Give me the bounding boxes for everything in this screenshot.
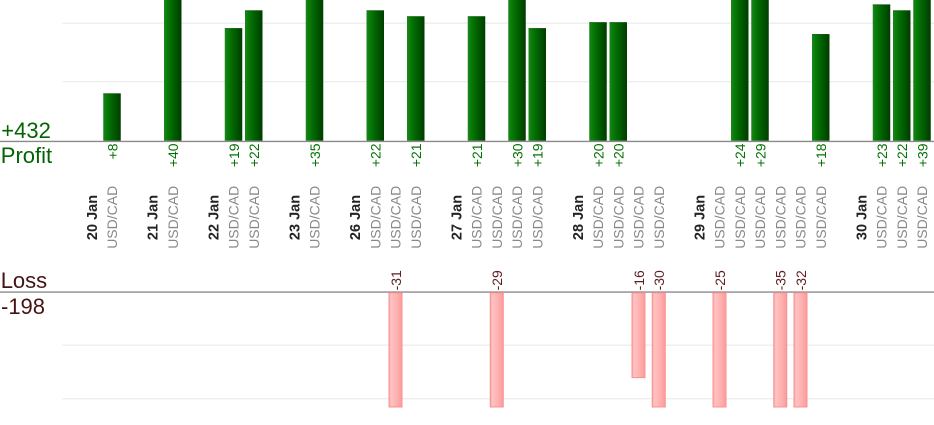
svg-text:30 Jan: 30 Jan bbox=[854, 195, 870, 240]
svg-text:USD/CAD: USD/CAD bbox=[712, 186, 728, 249]
svg-text:USD/CAD: USD/CAD bbox=[469, 186, 485, 249]
svg-text:Loss: Loss bbox=[1, 268, 47, 293]
svg-text:USD/CAD: USD/CAD bbox=[894, 186, 910, 249]
svg-text:+21: +21 bbox=[469, 143, 485, 167]
svg-text:23 Jan: 23 Jan bbox=[287, 195, 303, 240]
svg-text:USD/CAD: USD/CAD bbox=[874, 186, 890, 249]
svg-text:-29: -29 bbox=[489, 270, 505, 290]
svg-text:USD/CAD: USD/CAD bbox=[610, 186, 626, 249]
svg-text:-35: -35 bbox=[773, 270, 789, 290]
svg-text:+35: +35 bbox=[307, 143, 323, 167]
svg-text:USD/CAD: USD/CAD bbox=[104, 186, 120, 249]
svg-text:+22: +22 bbox=[246, 143, 262, 167]
svg-text:+19: +19 bbox=[530, 143, 546, 167]
svg-text:+432: +432 bbox=[1, 118, 51, 143]
svg-text:-198: -198 bbox=[1, 294, 45, 319]
svg-text:20 Jan: 20 Jan bbox=[85, 195, 101, 240]
svg-text:28 Jan: 28 Jan bbox=[571, 195, 587, 240]
svg-text:21 Jan: 21 Jan bbox=[146, 195, 162, 240]
svg-text:USD/CAD: USD/CAD bbox=[772, 186, 788, 249]
svg-text:USD/CAD: USD/CAD bbox=[367, 186, 383, 249]
svg-text:+40: +40 bbox=[165, 143, 181, 167]
svg-text:27 Jan: 27 Jan bbox=[449, 195, 465, 240]
svg-text:+8: +8 bbox=[104, 143, 120, 159]
svg-text:22 Jan: 22 Jan bbox=[206, 195, 222, 240]
svg-text:-16: -16 bbox=[631, 270, 647, 290]
svg-text:+30: +30 bbox=[509, 143, 525, 167]
svg-text:+20: +20 bbox=[611, 143, 627, 167]
svg-text:USD/CAD: USD/CAD bbox=[307, 186, 323, 249]
svg-text:-32: -32 bbox=[793, 270, 809, 290]
svg-text:Profit: Profit bbox=[1, 143, 52, 168]
svg-text:-25: -25 bbox=[712, 270, 728, 290]
svg-text:USD/CAD: USD/CAD bbox=[732, 186, 748, 249]
svg-text:+22: +22 bbox=[894, 143, 910, 167]
svg-text:-31: -31 bbox=[388, 270, 404, 290]
svg-text:+19: +19 bbox=[226, 143, 242, 167]
svg-text:+20: +20 bbox=[590, 143, 606, 167]
svg-text:USD/CAD: USD/CAD bbox=[631, 186, 647, 249]
svg-text:USD/CAD: USD/CAD bbox=[651, 186, 667, 249]
svg-text:+23: +23 bbox=[874, 143, 890, 167]
svg-text:USD/CAD: USD/CAD bbox=[226, 186, 242, 249]
svg-text:+39: +39 bbox=[914, 143, 930, 167]
svg-text:26 Jan: 26 Jan bbox=[348, 195, 364, 240]
svg-text:-30: -30 bbox=[651, 270, 667, 290]
svg-text:USD/CAD: USD/CAD bbox=[914, 186, 930, 249]
svg-text:USD/CAD: USD/CAD bbox=[752, 186, 768, 249]
svg-text:USD/CAD: USD/CAD bbox=[165, 186, 181, 249]
svg-text:USD/CAD: USD/CAD bbox=[793, 186, 809, 249]
svg-text:+21: +21 bbox=[408, 143, 424, 167]
svg-text:USD/CAD: USD/CAD bbox=[246, 186, 262, 249]
svg-text:+29: +29 bbox=[752, 143, 768, 167]
svg-text:USD/CAD: USD/CAD bbox=[813, 186, 829, 249]
svg-text:USD/CAD: USD/CAD bbox=[388, 186, 404, 249]
svg-text:USD/CAD: USD/CAD bbox=[509, 186, 525, 249]
svg-text:USD/CAD: USD/CAD bbox=[529, 186, 545, 249]
svg-text:+24: +24 bbox=[732, 143, 748, 167]
svg-text:USD/CAD: USD/CAD bbox=[489, 186, 505, 249]
svg-text:+18: +18 bbox=[813, 143, 829, 167]
svg-text:USD/CAD: USD/CAD bbox=[408, 186, 424, 249]
svg-text:USD/CAD: USD/CAD bbox=[590, 186, 606, 249]
svg-text:29 Jan: 29 Jan bbox=[692, 195, 708, 240]
svg-text:+22: +22 bbox=[368, 143, 384, 167]
